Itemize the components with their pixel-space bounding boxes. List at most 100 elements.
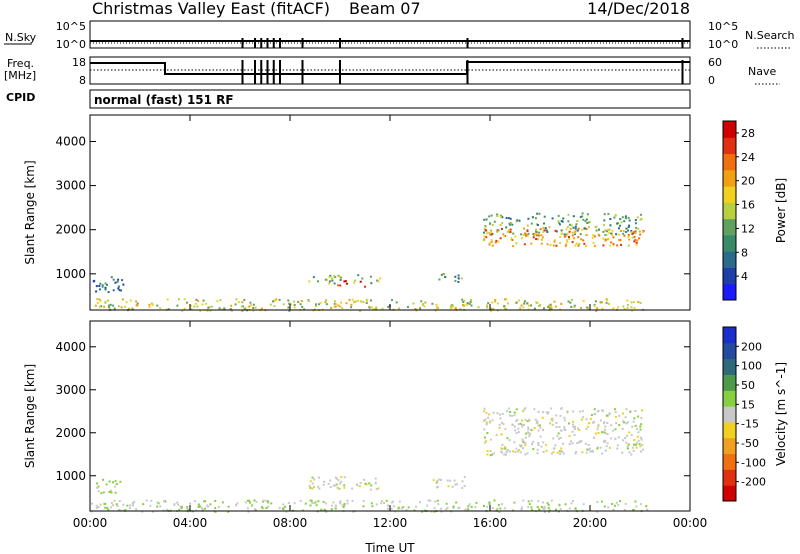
data-cell — [177, 503, 180, 506]
colorbar-swatch — [723, 453, 736, 470]
data-cell — [325, 510, 328, 513]
data-cell — [368, 482, 371, 485]
y-tick-label: 1000 — [55, 469, 86, 483]
data-cell — [186, 506, 189, 508]
data-cell — [227, 505, 230, 508]
data-cell — [521, 506, 523, 509]
data-cell — [641, 231, 644, 233]
colorbar-tick-label: 8 — [741, 246, 748, 259]
data-cell — [339, 482, 342, 485]
data-cell — [612, 508, 615, 511]
data-cell — [515, 432, 518, 435]
data-cell — [577, 427, 579, 430]
data-cell — [524, 418, 527, 421]
data-cell — [557, 214, 560, 217]
data-cell — [552, 451, 555, 454]
data-cell — [145, 499, 148, 502]
data-cell — [548, 304, 551, 307]
data-cell — [248, 305, 251, 308]
colorbar-swatch — [723, 234, 736, 252]
data-cell — [117, 305, 120, 308]
data-cell — [501, 503, 504, 506]
data-cell — [518, 444, 521, 447]
data-cell — [548, 226, 551, 229]
data-cell — [260, 307, 263, 310]
data-cell — [362, 300, 365, 303]
data-cell — [618, 233, 620, 236]
data-cell — [543, 511, 546, 513]
data-cell — [116, 280, 119, 283]
data-cell — [489, 222, 491, 225]
data-cell — [627, 216, 630, 219]
freq-unit-label: [MHz] — [4, 69, 36, 82]
data-cell — [620, 221, 623, 224]
data-cell — [483, 505, 485, 507]
data-cell — [440, 510, 443, 513]
data-cell — [219, 299, 222, 302]
data-cell — [607, 506, 610, 509]
data-cell — [506, 230, 509, 233]
data-cell — [255, 500, 258, 503]
data-cell — [579, 440, 582, 443]
data-cell — [265, 499, 268, 502]
data-cell — [539, 435, 542, 438]
data-cell — [343, 503, 346, 505]
data-cell — [110, 491, 113, 494]
data-cell — [121, 279, 124, 282]
data-cell — [124, 509, 127, 511]
data-cell — [484, 229, 487, 232]
data-cell — [460, 277, 463, 280]
data-cell — [303, 308, 306, 311]
data-cell — [374, 477, 377, 480]
data-cell — [370, 306, 373, 309]
data-cell — [293, 306, 296, 309]
data-cell — [522, 440, 525, 443]
data-cell — [373, 308, 376, 311]
y-tick-label: 2000 — [55, 223, 86, 237]
data-cell — [249, 501, 251, 504]
colorbar-swatch — [723, 406, 736, 423]
data-cell — [335, 477, 338, 480]
data-cell — [429, 499, 432, 502]
data-cell — [397, 307, 400, 310]
data-cell — [104, 503, 107, 505]
data-cell — [509, 450, 512, 453]
data-cell — [445, 508, 448, 511]
data-cell — [414, 308, 417, 310]
data-cell — [539, 228, 542, 231]
data-cell — [526, 234, 529, 237]
data-cell — [470, 304, 473, 307]
data-cell — [114, 281, 117, 284]
data-cell — [151, 303, 154, 306]
data-cell — [580, 307, 582, 310]
data-cell — [513, 414, 516, 417]
data-cell — [589, 417, 592, 420]
data-cell — [501, 443, 504, 446]
data-cell — [136, 304, 139, 307]
data-cell — [526, 420, 529, 423]
x-tick-label: 00:00 — [73, 516, 108, 530]
data-cell — [581, 451, 584, 454]
data-cell — [597, 432, 600, 434]
data-cell — [563, 426, 566, 429]
data-cell — [621, 451, 624, 454]
data-cell — [334, 507, 337, 510]
data-cell — [536, 452, 539, 455]
data-cell — [581, 212, 584, 215]
data-cell — [527, 431, 529, 434]
data-cell — [438, 278, 441, 281]
data-cell — [607, 237, 610, 240]
data-cell — [566, 232, 569, 235]
data-cell — [114, 491, 117, 494]
data-cell — [375, 503, 378, 506]
data-cell — [387, 504, 389, 507]
data-cell — [118, 500, 121, 503]
data-cell — [252, 309, 255, 312]
data-cell — [573, 434, 576, 436]
data-cell — [453, 479, 456, 482]
data-cell — [637, 301, 640, 303]
data-cell — [323, 480, 326, 483]
data-cell — [630, 301, 633, 304]
data-cell — [402, 506, 405, 509]
data-cell — [99, 305, 101, 308]
